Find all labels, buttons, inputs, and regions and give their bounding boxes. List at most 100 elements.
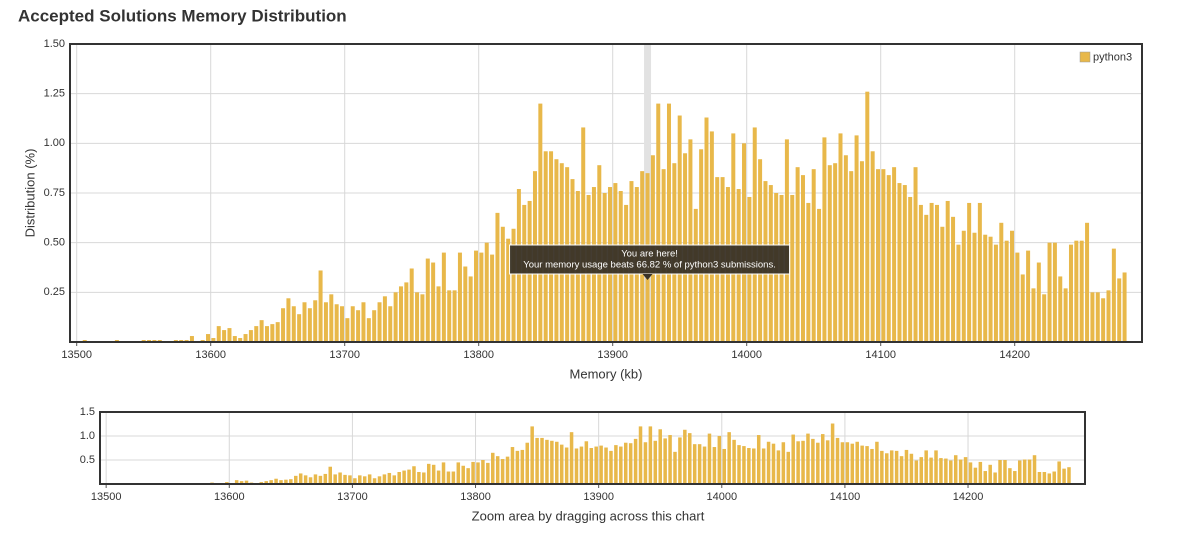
bar <box>850 443 855 484</box>
bar <box>510 447 515 484</box>
bar <box>329 294 334 342</box>
bar <box>1085 222 1090 342</box>
bar <box>392 475 397 484</box>
bar <box>860 445 864 484</box>
bar <box>550 440 554 484</box>
bar <box>835 437 840 484</box>
y-tick-label: 0.5 <box>80 454 95 466</box>
bar <box>436 470 441 484</box>
bar <box>704 117 709 342</box>
bar <box>447 290 452 342</box>
bar <box>993 244 998 342</box>
bar <box>1031 288 1036 342</box>
bar <box>1026 250 1031 342</box>
bar <box>838 133 843 342</box>
bar <box>908 196 913 342</box>
bar <box>362 476 367 484</box>
bar <box>963 457 968 484</box>
bar <box>709 131 714 342</box>
bar <box>1067 467 1071 484</box>
bar <box>456 462 461 484</box>
bar <box>382 296 387 342</box>
bar <box>820 434 825 484</box>
bar <box>956 244 961 342</box>
bar <box>581 127 586 342</box>
x-tick-label: 13700 <box>329 349 360 361</box>
bar <box>417 472 421 484</box>
y-tick-label: 0.75 <box>44 187 65 199</box>
bar <box>484 242 489 342</box>
y-tick-label: 1.00 <box>44 137 65 149</box>
bar <box>638 426 643 484</box>
bar <box>538 103 543 342</box>
bar <box>511 228 516 342</box>
x-tick-label: 14100 <box>865 349 896 361</box>
bar <box>328 466 332 484</box>
bar <box>678 437 682 484</box>
bar <box>918 204 923 342</box>
bar <box>845 442 850 484</box>
bar <box>436 286 441 342</box>
bar <box>830 423 835 484</box>
bar <box>289 479 293 484</box>
bar <box>811 169 816 342</box>
bar <box>949 460 953 484</box>
bar <box>939 458 943 484</box>
bar <box>318 475 323 484</box>
bar <box>232 336 237 342</box>
bar <box>441 252 446 342</box>
bar <box>801 440 805 484</box>
bar <box>945 200 950 342</box>
bar <box>628 443 633 484</box>
bar <box>731 133 736 342</box>
plot-border <box>69 43 1143 343</box>
bar <box>1042 294 1047 342</box>
bar <box>284 479 288 484</box>
bar <box>817 208 822 342</box>
bar <box>827 165 832 342</box>
bar <box>525 442 529 484</box>
bar <box>973 467 978 484</box>
bar <box>666 103 671 342</box>
bar <box>806 202 811 342</box>
bar <box>934 450 938 484</box>
bar <box>876 169 881 342</box>
bar <box>388 306 393 342</box>
bar <box>1037 472 1042 484</box>
bar <box>294 475 298 484</box>
navigator-caption[interactable]: Zoom area by dragging across this chart <box>472 508 705 523</box>
y-tick-label: 1.0 <box>80 430 95 442</box>
bar <box>761 448 766 484</box>
plot-border <box>99 411 1086 485</box>
bar <box>313 300 318 342</box>
bar <box>323 302 328 342</box>
bar <box>307 308 312 342</box>
bar <box>619 446 623 484</box>
bar <box>988 236 993 342</box>
bar <box>361 302 366 342</box>
bar <box>1008 468 1012 484</box>
x-tick-label: 13900 <box>583 491 614 503</box>
bar <box>983 471 988 484</box>
bar <box>811 438 815 484</box>
bar <box>702 446 707 484</box>
bar <box>471 461 475 484</box>
bar <box>461 465 465 484</box>
bar <box>286 298 291 342</box>
bar <box>944 458 948 484</box>
bar <box>854 135 859 342</box>
bar <box>865 91 870 343</box>
bar <box>919 457 923 484</box>
bar <box>412 466 416 484</box>
bar <box>988 464 992 484</box>
bar <box>951 216 956 342</box>
bar <box>407 469 411 484</box>
bar <box>555 441 559 484</box>
bar <box>452 290 457 342</box>
bar <box>1106 290 1111 342</box>
tooltip-arrow <box>642 274 653 280</box>
bar <box>1032 455 1037 484</box>
bar <box>234 480 239 484</box>
bar <box>457 252 462 342</box>
x-tick-label: 14000 <box>731 349 762 361</box>
